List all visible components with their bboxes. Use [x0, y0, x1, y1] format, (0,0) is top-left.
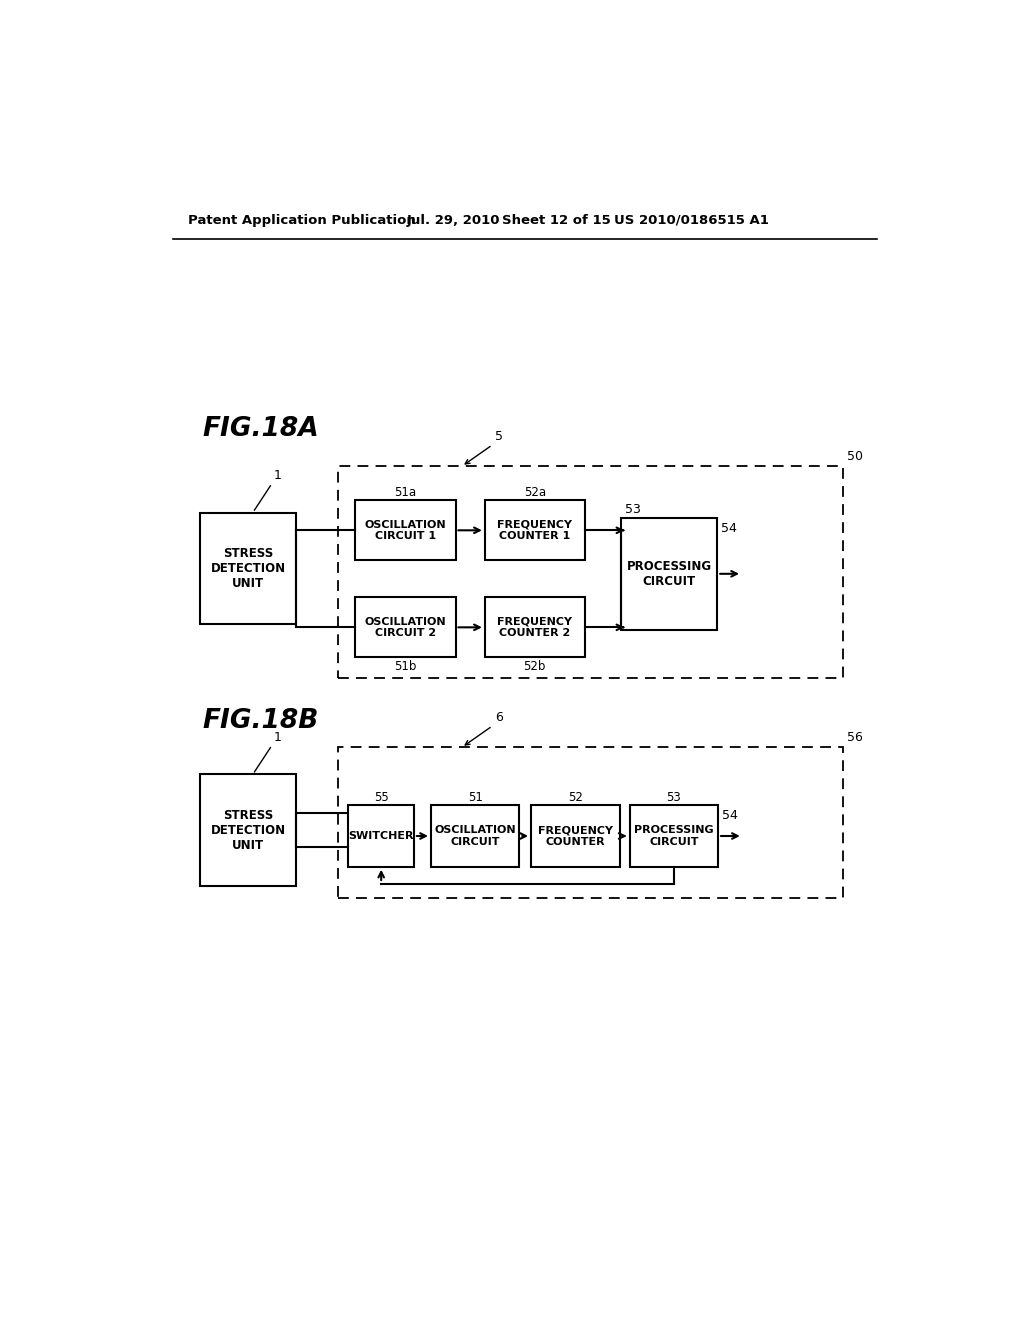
Bar	[484, 598, 585, 657]
Bar	[355, 500, 456, 561]
Text: OSCILLATION
CIRCUIT 2: OSCILLATION CIRCUIT 2	[365, 616, 446, 638]
Text: 53: 53	[625, 503, 641, 516]
Text: 1: 1	[273, 730, 282, 743]
Text: OSCILLATION
CIRCUIT: OSCILLATION CIRCUIT	[434, 825, 516, 847]
Bar	[339, 466, 843, 678]
Text: US 2010/0186515 A1: US 2010/0186515 A1	[614, 214, 769, 227]
Bar	[200, 512, 296, 624]
Text: 51: 51	[468, 791, 482, 804]
Text: 52: 52	[567, 791, 583, 804]
Text: 5: 5	[495, 430, 503, 444]
Text: FIG.18A: FIG.18A	[202, 416, 318, 442]
Text: PROCESSING
CIRCUIT: PROCESSING CIRCUIT	[627, 560, 712, 587]
Bar	[621, 517, 717, 630]
Text: 52b: 52b	[523, 660, 546, 673]
Text: 1: 1	[273, 469, 282, 482]
Text: 52a: 52a	[523, 486, 546, 499]
Text: 55: 55	[374, 791, 388, 804]
Bar	[339, 747, 843, 898]
Text: FREQUENCY
COUNTER 1: FREQUENCY COUNTER 1	[498, 520, 572, 541]
Text: 56: 56	[847, 730, 862, 743]
Text: 51a: 51a	[394, 486, 417, 499]
Text: STRESS
DETECTION
UNIT: STRESS DETECTION UNIT	[210, 546, 286, 590]
Text: 53: 53	[667, 791, 681, 804]
Bar	[355, 598, 456, 657]
Bar	[348, 805, 414, 867]
Text: 51b: 51b	[394, 660, 417, 673]
Text: OSCILLATION
CIRCUIT 1: OSCILLATION CIRCUIT 1	[365, 520, 446, 541]
Text: PROCESSING
CIRCUIT: PROCESSING CIRCUIT	[634, 825, 714, 847]
Text: Patent Application Publication: Patent Application Publication	[188, 214, 416, 227]
Text: FIG.18B: FIG.18B	[202, 709, 318, 734]
Text: SWITCHER: SWITCHER	[348, 832, 414, 841]
Text: FREQUENCY
COUNTER: FREQUENCY COUNTER	[538, 825, 612, 847]
Bar	[200, 775, 296, 886]
Text: 54: 54	[722, 809, 738, 822]
Bar	[531, 805, 620, 867]
Bar	[431, 805, 519, 867]
Bar	[484, 500, 585, 561]
Bar	[630, 805, 718, 867]
Text: STRESS
DETECTION
UNIT: STRESS DETECTION UNIT	[210, 809, 286, 851]
Text: Jul. 29, 2010: Jul. 29, 2010	[407, 214, 500, 227]
Text: 6: 6	[495, 711, 503, 725]
Text: FREQUENCY
COUNTER 2: FREQUENCY COUNTER 2	[498, 616, 572, 638]
Text: Sheet 12 of 15: Sheet 12 of 15	[502, 214, 610, 227]
Text: 50: 50	[847, 450, 862, 462]
Text: 54: 54	[721, 521, 737, 535]
